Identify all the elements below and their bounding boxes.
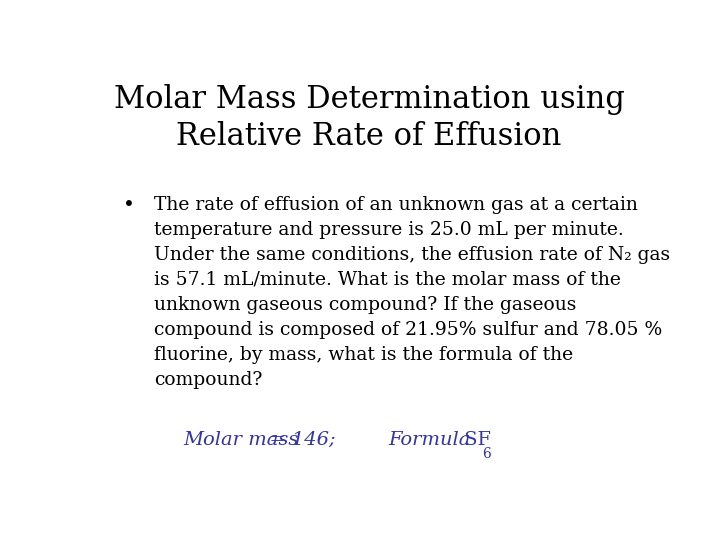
Text: SF: SF bbox=[459, 431, 491, 449]
Text: Formula: Formula bbox=[389, 431, 471, 449]
Text: •: • bbox=[124, 196, 135, 215]
Text: Molar mass: Molar mass bbox=[183, 431, 299, 449]
Text: Molar Mass Determination using
Relative Rate of Effusion: Molar Mass Determination using Relative … bbox=[114, 84, 624, 152]
Text: = 146;: = 146; bbox=[263, 431, 336, 449]
Text: 6: 6 bbox=[482, 447, 490, 461]
Text: The rate of effusion of an unknown gas at a certain
temperature and pressure is : The rate of effusion of an unknown gas a… bbox=[154, 196, 670, 389]
